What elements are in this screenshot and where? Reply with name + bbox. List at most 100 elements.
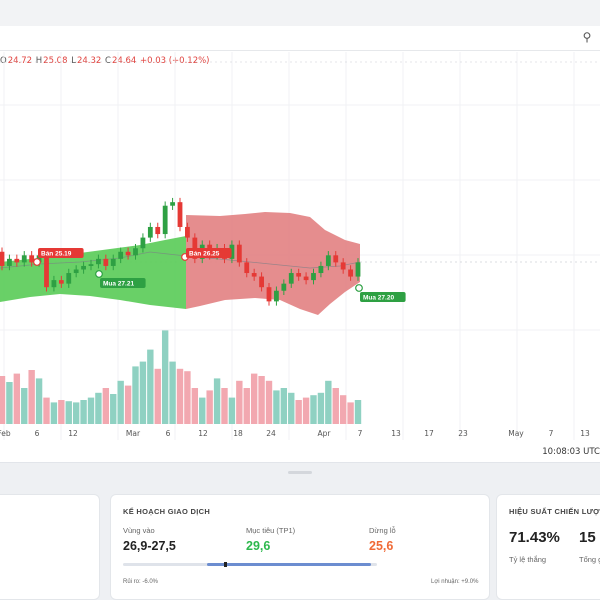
signal-label: Mua 27.21 [103,281,134,288]
volume-bar [280,388,288,424]
up-trend-band [0,236,186,309]
candles [0,197,361,306]
volume-bar [228,397,236,424]
volume-bar [65,401,72,424]
candle-body [251,273,257,277]
candle-body [118,251,124,259]
volume-bar [147,349,154,424]
candle-body [274,290,279,302]
volume-bar [176,368,184,424]
volume-bar [265,380,273,424]
candle-body [29,255,35,263]
candle-body [318,265,324,274]
candle-body [303,276,309,281]
volume-bar [273,390,280,424]
volume-bar [310,395,317,424]
volume-bar [243,388,250,424]
candle-body [311,273,316,281]
volume-bar [354,400,362,424]
signal-label-bg [38,248,84,258]
total-trades-label: Tổng g [579,555,600,564]
bottom-panels: KẾ HOẠCH GIAO DỊCH Vùng vào 26,9-27,5 Mụ… [0,480,600,600]
volume-bar [154,368,161,424]
volume-bar [191,388,199,424]
open-value: 24.72 [7,56,33,66]
x-tick-label: 7 [358,429,363,438]
x-tick-label: Apr [318,429,332,438]
sell-signal-icon [33,258,41,266]
buy-signal-icon [355,284,363,292]
low-value: 24.32 [76,56,102,66]
volume-bar [199,397,206,424]
candle-body [21,255,27,263]
candle-body [0,251,5,266]
candle-body [177,202,183,227]
candle-body [155,226,161,235]
buy-signal-icon [95,270,103,278]
volume-bar [58,400,65,424]
volume-bar [102,388,110,424]
signals: Bán 25.19 Mua 27.21 Bán 26.25 Mua 27.20 [33,248,406,302]
volume-bar [6,382,13,424]
target-label: Mục tiêu (TP1) [246,526,296,535]
volume-bar [50,402,58,424]
volume-bar [325,380,332,424]
search-icon[interactable]: ⚲ [582,30,592,44]
candle-body [140,237,146,249]
x-tick-label: 12 [68,429,78,438]
utc-clock: 10:08:03 UTC [542,447,600,457]
panel-resize-handle[interactable] [288,471,312,474]
candle-body [96,258,101,265]
candle-body [58,280,64,284]
chart-panel[interactable]: ⚲ O24.72 H25.08 L24.32 C24.64 +0.03 (+0.… [0,26,600,463]
volume-bar [13,373,21,424]
signal-label-bg [186,248,232,258]
candle-body [66,273,72,284]
volume-bar [72,402,80,424]
volume-bar [28,370,35,424]
risk-reward-marker [224,562,227,567]
candle-body [296,273,302,277]
volume-bar [139,361,147,424]
win-rate-value: 71.43% [509,529,560,546]
volume-bar [132,366,139,424]
risk-text: Rủi ro: -6.0% [123,579,159,585]
volume-bar [221,388,228,424]
signal-label: Bán 26.25 [189,251,220,258]
volume-bar [339,395,347,424]
candle-body [229,244,235,259]
high-value: 25.08 [43,56,68,66]
x-tick-label: Mar [126,429,141,438]
volume-bar [206,390,213,424]
x-tick-label: 6 [166,429,171,438]
volume-bar [236,380,243,424]
candle-body [348,269,353,277]
candle-body [44,255,49,288]
x-tick-label: May [508,429,524,438]
candle-body [51,280,57,288]
volume-bar [347,402,354,424]
volume-bar [87,397,95,424]
candle-body [259,276,264,288]
entry-value: 26,9-27,5 [123,539,176,553]
candle-body [288,273,294,284]
candle-body [103,258,109,266]
risk-reward-bar [123,562,377,567]
volume-bar [169,361,176,424]
x-tick-label: 12 [198,429,208,438]
candle-body [125,251,131,256]
win-rate-label: Tỷ lệ thắng [509,555,547,564]
price-chart[interactable]: Bán 25.19 Mua 27.21 Bán 26.25 Mua 27.20 Feb 6… [0,26,600,462]
candle-body [73,269,79,274]
volume-bar [124,385,132,424]
candle-body [325,255,331,266]
volume-bar [295,400,302,424]
x-tick-label: 17 [424,429,434,438]
candle-body [7,258,12,266]
risk-reward-fill [207,563,371,566]
plan-title: KẾ HOẠCH GIAO DỊCH [123,507,211,516]
volume-bar [95,392,102,424]
volume-bar [43,397,50,424]
candle-body [236,244,242,263]
candle-body [110,258,116,266]
